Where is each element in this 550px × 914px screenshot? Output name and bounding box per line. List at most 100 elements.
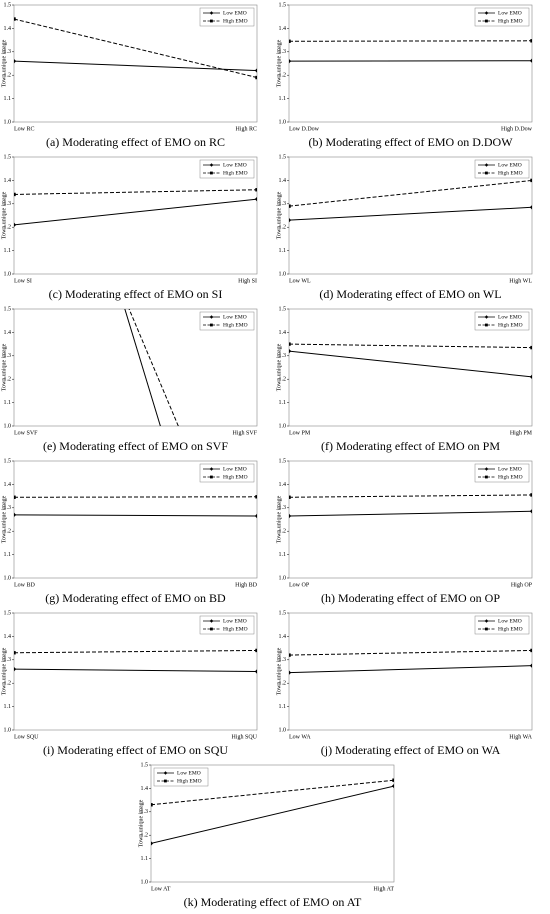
x-tick-label: High OP [511, 582, 533, 588]
legend-label: High EMO [223, 18, 248, 24]
marker [255, 648, 257, 653]
legend-marker [484, 163, 489, 167]
line [14, 198, 257, 226]
y-axis-label: Town unique image [1, 647, 7, 695]
x-tick-label: Low PM [289, 430, 311, 436]
x-tick-label: High SQU [231, 734, 257, 740]
marker [289, 39, 291, 43]
x-tick-label: High RC [235, 126, 257, 132]
legend-label: High EMO [177, 778, 202, 784]
line [289, 665, 532, 674]
legend-box [474, 615, 530, 635]
y-axis-label: Town unique image [276, 495, 282, 543]
legend-label: High EMO [498, 170, 523, 176]
line [289, 343, 532, 349]
chart-title: (e) Moderating effect of EMO on SVF [43, 439, 228, 453]
y-axis-label: Town unique image [1, 495, 7, 543]
y-axis-label: Town unique image [276, 647, 282, 695]
legend-marker [210, 323, 213, 327]
plot [14, 648, 257, 674]
panel: 1.0 1.1 1.2 1.3 1.4 1.5 Town unique image Low O… [276, 458, 533, 605]
legend-box [153, 767, 209, 787]
marker [530, 648, 532, 653]
plot [289, 39, 532, 64]
line [14, 649, 257, 654]
y-tick-label: 1.2 [141, 833, 149, 839]
panel: 1.0 1.1 1.2 1.3 1.4 1.5 Town unique image Low S… [1, 306, 257, 453]
legend-label: High EMO [223, 170, 248, 176]
y-tick-label: 1.4 [4, 26, 12, 32]
y-tick-label: 1.4 [279, 330, 287, 336]
legend-label: Low EMO [223, 10, 247, 16]
panel: 1.0 1.1 1.2 1.3 1.4 1.5 Town unique image Low S… [1, 610, 257, 757]
marker [14, 666, 17, 672]
legend-marker [484, 315, 489, 319]
chart-title: (k) Moderating effect of EMO on AT [184, 895, 362, 909]
legend-label: Low EMO [498, 314, 522, 320]
plot-frame [288, 4, 533, 123]
legend-marker [484, 11, 489, 15]
plot [14, 495, 257, 519]
legend-marker [209, 163, 214, 167]
y-tick-label: 1.5 [279, 610, 287, 616]
y-tick-label: 1.4 [4, 330, 12, 336]
y-tick-label: 1.4 [279, 26, 287, 32]
y-tick-label: 1.0 [4, 575, 12, 581]
line [289, 649, 532, 656]
legend-marker [485, 323, 488, 327]
x-tick-label: Low WL [289, 278, 311, 284]
marker [391, 783, 394, 789]
panel: 1.0 1.1 1.2 1.3 1.4 1.5 Town unique image Low R… [1, 2, 258, 149]
x-tick-label: Low D.Dow [289, 126, 320, 132]
x-tick-label: Low BD [14, 582, 36, 588]
legend-label: Low EMO [177, 770, 201, 776]
line [289, 179, 532, 207]
plot-frame [150, 764, 395, 883]
y-tick-label: 1.1 [4, 552, 12, 558]
panel: 1.0 1.1 1.2 1.3 1.4 1.5 Town unique image Low B… [1, 458, 257, 604]
legend-box [199, 615, 255, 635]
plot [289, 342, 532, 380]
legend-marker [209, 467, 214, 471]
y-tick-label: 1.1 [279, 704, 287, 710]
chart-title: (i) Moderating effect of EMO on SQU [43, 743, 228, 757]
marker [14, 651, 16, 655]
marker [254, 669, 257, 674]
chart-title: (b) Moderating effect of EMO on D.DOW [308, 135, 513, 149]
marker [529, 58, 532, 63]
marker [289, 217, 292, 223]
y-tick-label: 1.3 [279, 201, 287, 207]
chart-title: (h) Moderating effect of EMO on OP [321, 591, 500, 605]
plot [151, 778, 394, 846]
marker [529, 663, 532, 668]
panel: 1.0 1.1 1.2 1.3 1.4 1.5 Town unique image Low P… [276, 306, 532, 453]
legend-marker [209, 619, 214, 623]
legend-label: High EMO [223, 474, 248, 480]
legend-label: Low EMO [498, 466, 522, 472]
y-tick-label: 1.1 [279, 248, 287, 254]
y-tick-label: 1.1 [4, 248, 12, 254]
x-tick-label: High WA [509, 734, 532, 740]
marker [289, 653, 291, 657]
legend-label: High EMO [498, 18, 523, 24]
legend-marker [485, 475, 488, 479]
y-tick-label: 1.5 [4, 458, 12, 464]
legend-marker [210, 171, 213, 175]
y-tick-label: 1.4 [4, 634, 12, 640]
y-axis-label: Town unique image [276, 39, 282, 87]
x-tick-label: Low WA [289, 734, 311, 740]
x-tick-label: Low OP [289, 582, 310, 588]
legend-label: Low EMO [498, 10, 522, 16]
marker [289, 342, 291, 346]
chart-title: (f) Moderating effect of EMO on PM [321, 439, 500, 453]
chart-title: (j) Moderating effect of EMO on WA [321, 743, 501, 757]
y-tick-label: 1.3 [4, 49, 12, 55]
y-tick-label: 1.1 [141, 856, 149, 862]
line [14, 189, 257, 195]
marker [530, 493, 532, 497]
plot-frame [288, 460, 533, 579]
y-axis-label: Town unique image [276, 191, 282, 239]
marker [392, 778, 394, 782]
legend-marker [485, 19, 488, 23]
marker [529, 205, 532, 210]
